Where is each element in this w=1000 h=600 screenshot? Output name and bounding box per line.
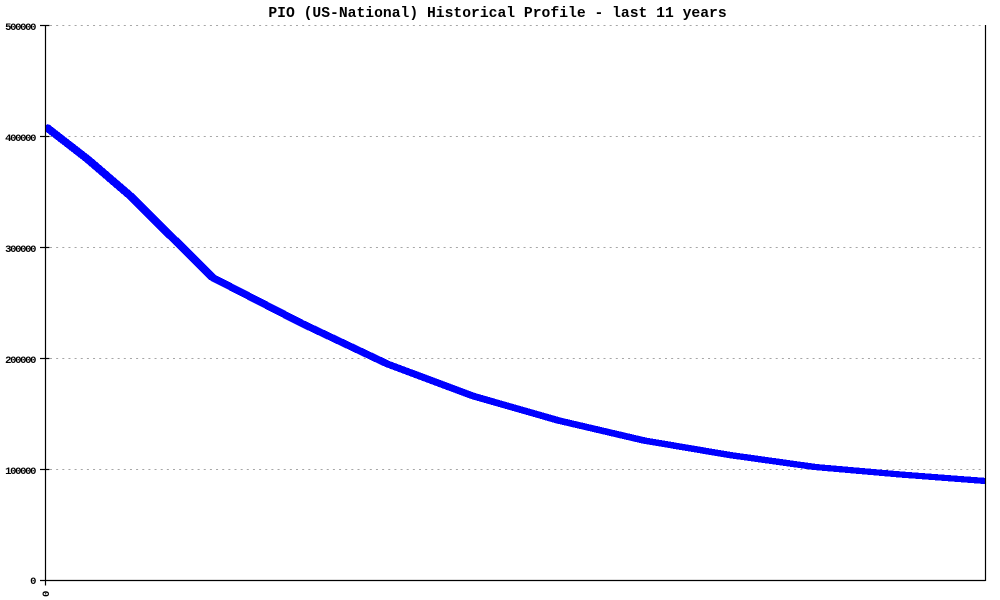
svg-text:100000: 100000 (5, 466, 36, 478)
svg-text:0: 0 (30, 576, 36, 588)
svg-text:200000: 200000 (5, 355, 36, 367)
svg-text:PIO (US-National) Historical P: PIO (US-National) Historical Profile - l… (268, 6, 726, 22)
svg-text:0: 0 (41, 591, 53, 597)
svg-text:300000: 300000 (5, 244, 36, 256)
svg-text:500000: 500000 (5, 22, 36, 34)
svg-text:400000: 400000 (5, 133, 36, 145)
